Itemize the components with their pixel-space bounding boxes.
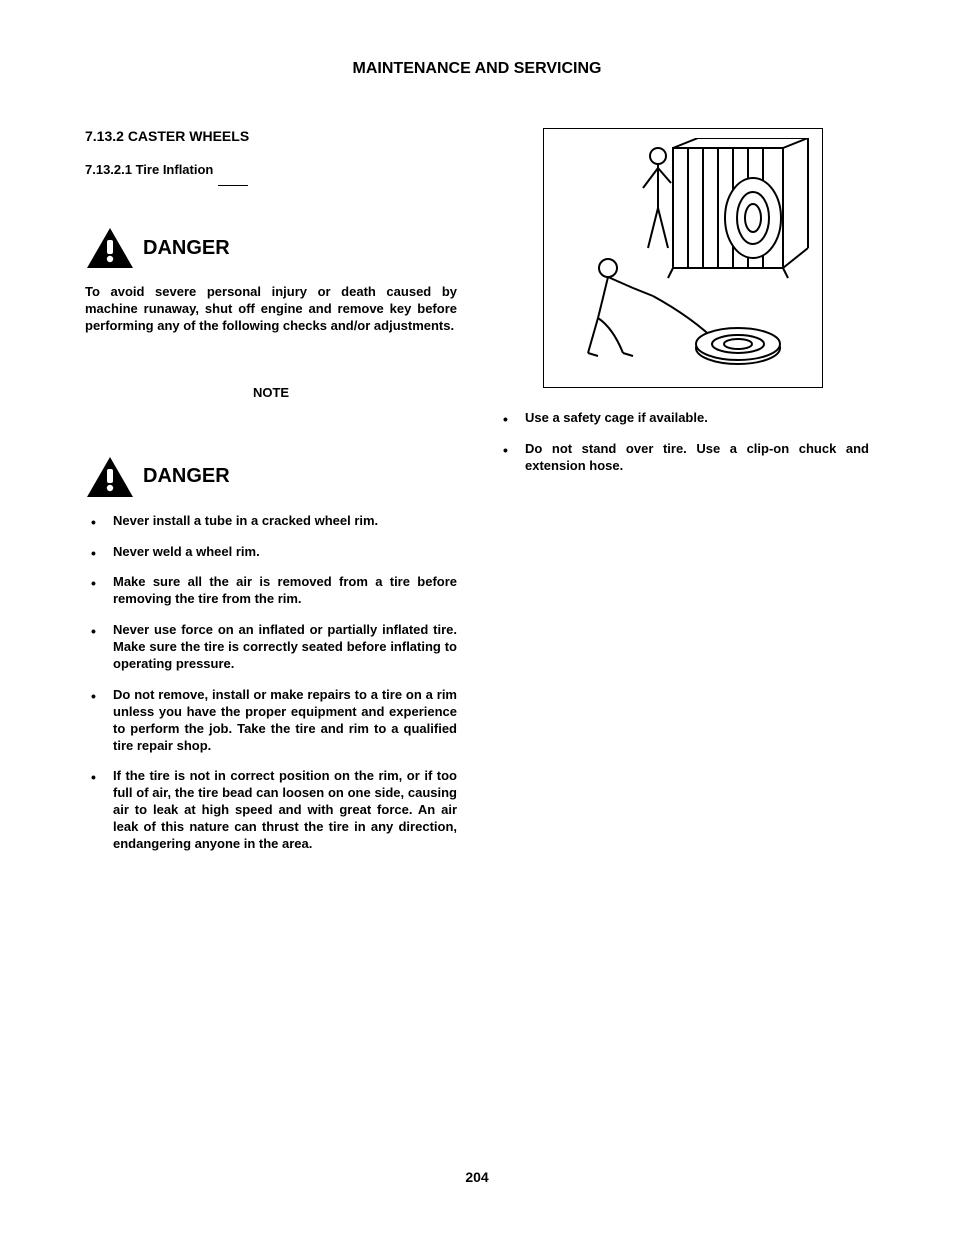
safety-cage-illustration-icon — [553, 138, 813, 378]
list-item: Never weld a wheel rim. — [85, 544, 457, 561]
list-item: Make sure all the air is removed from a … — [85, 574, 457, 608]
list-item: Do not stand over tire. Use a clip-on ch… — [497, 441, 869, 475]
danger-block-2: DANGER — [85, 455, 457, 499]
warning-triangle-icon — [85, 226, 135, 270]
danger-label-1: DANGER — [143, 237, 230, 260]
danger-2-bullet-list: Never install a tube in a cracked wheel … — [85, 513, 457, 853]
underline-rule — [218, 185, 248, 186]
list-item: Use a safety cage if available. — [497, 410, 869, 427]
warning-triangle-icon — [85, 455, 135, 499]
right-column: Use a safety cage if available. Do not s… — [497, 128, 869, 867]
safety-cage-figure — [543, 128, 823, 388]
danger-label-2: DANGER — [143, 465, 230, 488]
list-item: Never use force on an inflated or partia… — [85, 622, 457, 673]
list-item: Do not remove, install or make repairs t… — [85, 687, 457, 755]
left-column: 7.13.2 CASTER WHEELS 7.13.2.1 Tire Infla… — [85, 128, 457, 867]
note-label: NOTE — [85, 385, 457, 400]
two-column-layout: 7.13.2 CASTER WHEELS 7.13.2.1 Tire Infla… — [85, 128, 869, 867]
subsection-heading: 7.13.2.1 Tire Inflation — [85, 162, 457, 177]
list-item: If the tire is not in correct position o… — [85, 768, 457, 852]
right-bullet-list: Use a safety cage if available. Do not s… — [497, 410, 869, 475]
page-title: MAINTENANCE AND SERVICING — [85, 60, 869, 78]
list-item: Never install a tube in a cracked wheel … — [85, 513, 457, 530]
danger-block-1: DANGER — [85, 226, 457, 270]
page-number: 204 — [0, 1169, 954, 1185]
danger-1-text: To avoid severe personal injury or death… — [85, 284, 457, 335]
section-heading: 7.13.2 CASTER WHEELS — [85, 128, 457, 144]
